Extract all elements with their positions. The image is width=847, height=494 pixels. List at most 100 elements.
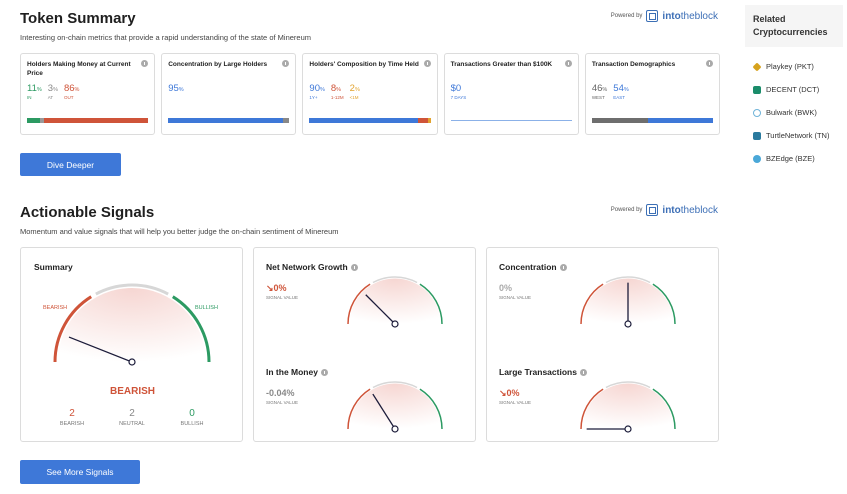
related-crypto-link[interactable]: Bulwark (BWK) bbox=[745, 101, 843, 124]
intotheblock-logo-icon bbox=[646, 10, 659, 22]
metric-unit: % bbox=[178, 87, 184, 93]
metric-card[interactable]: Holders Making Money at Current Price 11%… bbox=[20, 53, 156, 135]
metric-number-value: 86 bbox=[63, 83, 75, 94]
info-icon[interactable] bbox=[564, 60, 572, 67]
brand-name: intotheblock bbox=[662, 204, 718, 216]
signal-item[interactable]: In the Money -0.04% SIGNAL VALUE bbox=[254, 353, 475, 448]
metric-cards: Holders Making Money at Current Price 11%… bbox=[20, 53, 721, 135]
metric-sparkline bbox=[450, 120, 572, 121]
signal-title-text: Large Transactions bbox=[499, 367, 577, 377]
metric-number: 3% bbox=[48, 83, 58, 94]
metric-bar bbox=[168, 118, 290, 123]
signal-title-text: Net Network Growth bbox=[266, 262, 348, 272]
gauge-pivot bbox=[624, 425, 632, 433]
metric-card[interactable]: Concentration by Large Holders 95% bbox=[161, 53, 297, 135]
signal-item[interactable]: Net Network Growth ↘0% SIGNAL VALUE bbox=[254, 248, 475, 343]
metric-unit: % bbox=[53, 87, 58, 93]
info-icon[interactable] bbox=[579, 369, 587, 376]
metric-label: 7 DAYS bbox=[450, 95, 467, 100]
metric-number: 2% bbox=[350, 83, 360, 94]
info-icon[interactable] bbox=[706, 60, 714, 67]
metric-bar-segment bbox=[283, 118, 290, 123]
signal-title: In the Money bbox=[266, 367, 328, 377]
metric-values: 11% IN 3% AT 86% OUT bbox=[27, 83, 148, 100]
gauge-bullish-arc bbox=[652, 283, 676, 325]
metric-value: 54% EAST bbox=[613, 83, 628, 100]
powered-by-badge[interactable]: Powered by intotheblock bbox=[611, 10, 718, 22]
metric-value: 8% 1-12M bbox=[331, 83, 344, 100]
summary-count: 2 BEARISH bbox=[57, 408, 87, 427]
signal-item[interactable]: Concentration 0% SIGNAL VALUE bbox=[487, 248, 718, 343]
summary-count: 0 BULLISH bbox=[177, 408, 207, 427]
metric-card[interactable]: Transaction Demographics 46% WEST 54% EAST bbox=[584, 53, 721, 135]
token-summary-subtitle: Interesting on-chain metrics that provid… bbox=[20, 33, 311, 42]
metric-card-title: Holders Making Money at Current Price bbox=[27, 61, 131, 77]
see-more-signals-button[interactable]: See More Signals bbox=[20, 460, 140, 484]
metric-label: WEST bbox=[591, 95, 605, 100]
info-icon[interactable] bbox=[350, 264, 358, 271]
info-icon[interactable] bbox=[141, 60, 149, 67]
metric-value: 86% OUT bbox=[64, 83, 79, 100]
info-icon[interactable] bbox=[282, 60, 290, 67]
info-icon[interactable] bbox=[423, 60, 431, 67]
related-crypto-label: BZEdge (BZE) bbox=[766, 154, 815, 163]
metric-unit: % bbox=[602, 87, 608, 93]
metric-unit: % bbox=[623, 87, 629, 93]
dive-deeper-button[interactable]: Dive Deeper bbox=[20, 153, 121, 176]
metric-card[interactable]: Transactions Greater than $100K $0 7 DAYS bbox=[443, 53, 579, 135]
metric-card-title: Concentration by Large Holders bbox=[168, 61, 268, 68]
gauge-pivot bbox=[391, 320, 399, 328]
signal-title-text: In the Money bbox=[266, 367, 318, 377]
related-cryptocurrencies-title: Related Cryptocurrencies bbox=[745, 5, 843, 47]
summary-panel: Summary BEARISH BULLISH BEARISH 2 BEARISH… bbox=[20, 247, 243, 442]
metric-bar-segment bbox=[43, 118, 149, 123]
metric-unit: % bbox=[319, 87, 325, 93]
metric-number: 11% bbox=[27, 83, 42, 94]
powered-by-badge-signals[interactable]: Powered by intotheblock bbox=[611, 204, 718, 216]
bullish-label: BULLISH bbox=[195, 305, 218, 311]
summary-count-label: BULLISH bbox=[180, 421, 204, 427]
gauge-bullish-arc bbox=[419, 388, 443, 430]
signal-title: Large Transactions bbox=[499, 367, 587, 377]
signal-value: 0% bbox=[499, 283, 512, 293]
signals-panel-right: Concentration 0% SIGNAL VALUE Large Transac… bbox=[486, 247, 719, 442]
gauge-pivot bbox=[391, 425, 399, 433]
related-crypto-link[interactable]: BZEdge (BZE) bbox=[745, 147, 843, 170]
metric-label: AT bbox=[47, 95, 54, 100]
token-summary-title: Token Summary bbox=[20, 10, 136, 27]
summary-gauge bbox=[53, 283, 211, 366]
powered-by-text: Powered by bbox=[610, 13, 643, 19]
metric-bar-segment bbox=[418, 118, 429, 123]
related-crypto-link[interactable]: Playkey (PKT) bbox=[745, 55, 843, 78]
summary-title: Summary bbox=[34, 262, 73, 272]
signal-item[interactable]: Large Transactions ↘0% SIGNAL VALUE bbox=[487, 353, 718, 448]
info-icon[interactable] bbox=[320, 369, 328, 376]
signal-value-text: 0% bbox=[506, 388, 520, 398]
signals-panel-left: Net Network Growth ↘0% SIGNAL VALUE In the … bbox=[253, 247, 476, 442]
main-content: Token Summary Interesting on-chain metri… bbox=[20, 10, 721, 484]
bearish-label: BEARISH bbox=[43, 305, 68, 311]
related-crypto-link[interactable]: DECENT (DCT) bbox=[745, 78, 843, 101]
metric-card[interactable]: Holders' Composition by Time Held 90% 1Y+ 8… bbox=[302, 53, 438, 135]
metric-number-value: $0 bbox=[450, 83, 462, 94]
metric-card-title: Holders' Composition by Time Held bbox=[309, 61, 419, 68]
related-crypto-label: Bulwark (BWK) bbox=[766, 108, 817, 117]
signal-value: -0.04% bbox=[266, 388, 295, 398]
turtlenetwork-icon bbox=[753, 131, 761, 140]
metric-value: 46% WEST bbox=[592, 83, 607, 100]
signal-value-text: 0% bbox=[499, 283, 513, 293]
metric-number-value: 46 bbox=[591, 83, 603, 94]
metric-bar-segment bbox=[647, 118, 713, 123]
metric-number: 8% bbox=[331, 83, 344, 94]
metric-bar-segment bbox=[168, 118, 284, 123]
related-crypto-link[interactable]: TurtleNetwork (TN) bbox=[745, 124, 843, 147]
related-crypto-label: DECENT (DCT) bbox=[766, 85, 820, 94]
powered-by-text: Powered by bbox=[610, 207, 643, 213]
trend-down-icon: ↘ bbox=[266, 283, 274, 293]
signal-gauge bbox=[580, 276, 676, 328]
info-icon[interactable] bbox=[559, 264, 567, 271]
metric-number: 54% bbox=[613, 83, 628, 94]
metric-number-value: 11 bbox=[27, 83, 37, 94]
summary-count-value: 2 bbox=[69, 408, 75, 419]
metric-bar bbox=[309, 118, 431, 123]
